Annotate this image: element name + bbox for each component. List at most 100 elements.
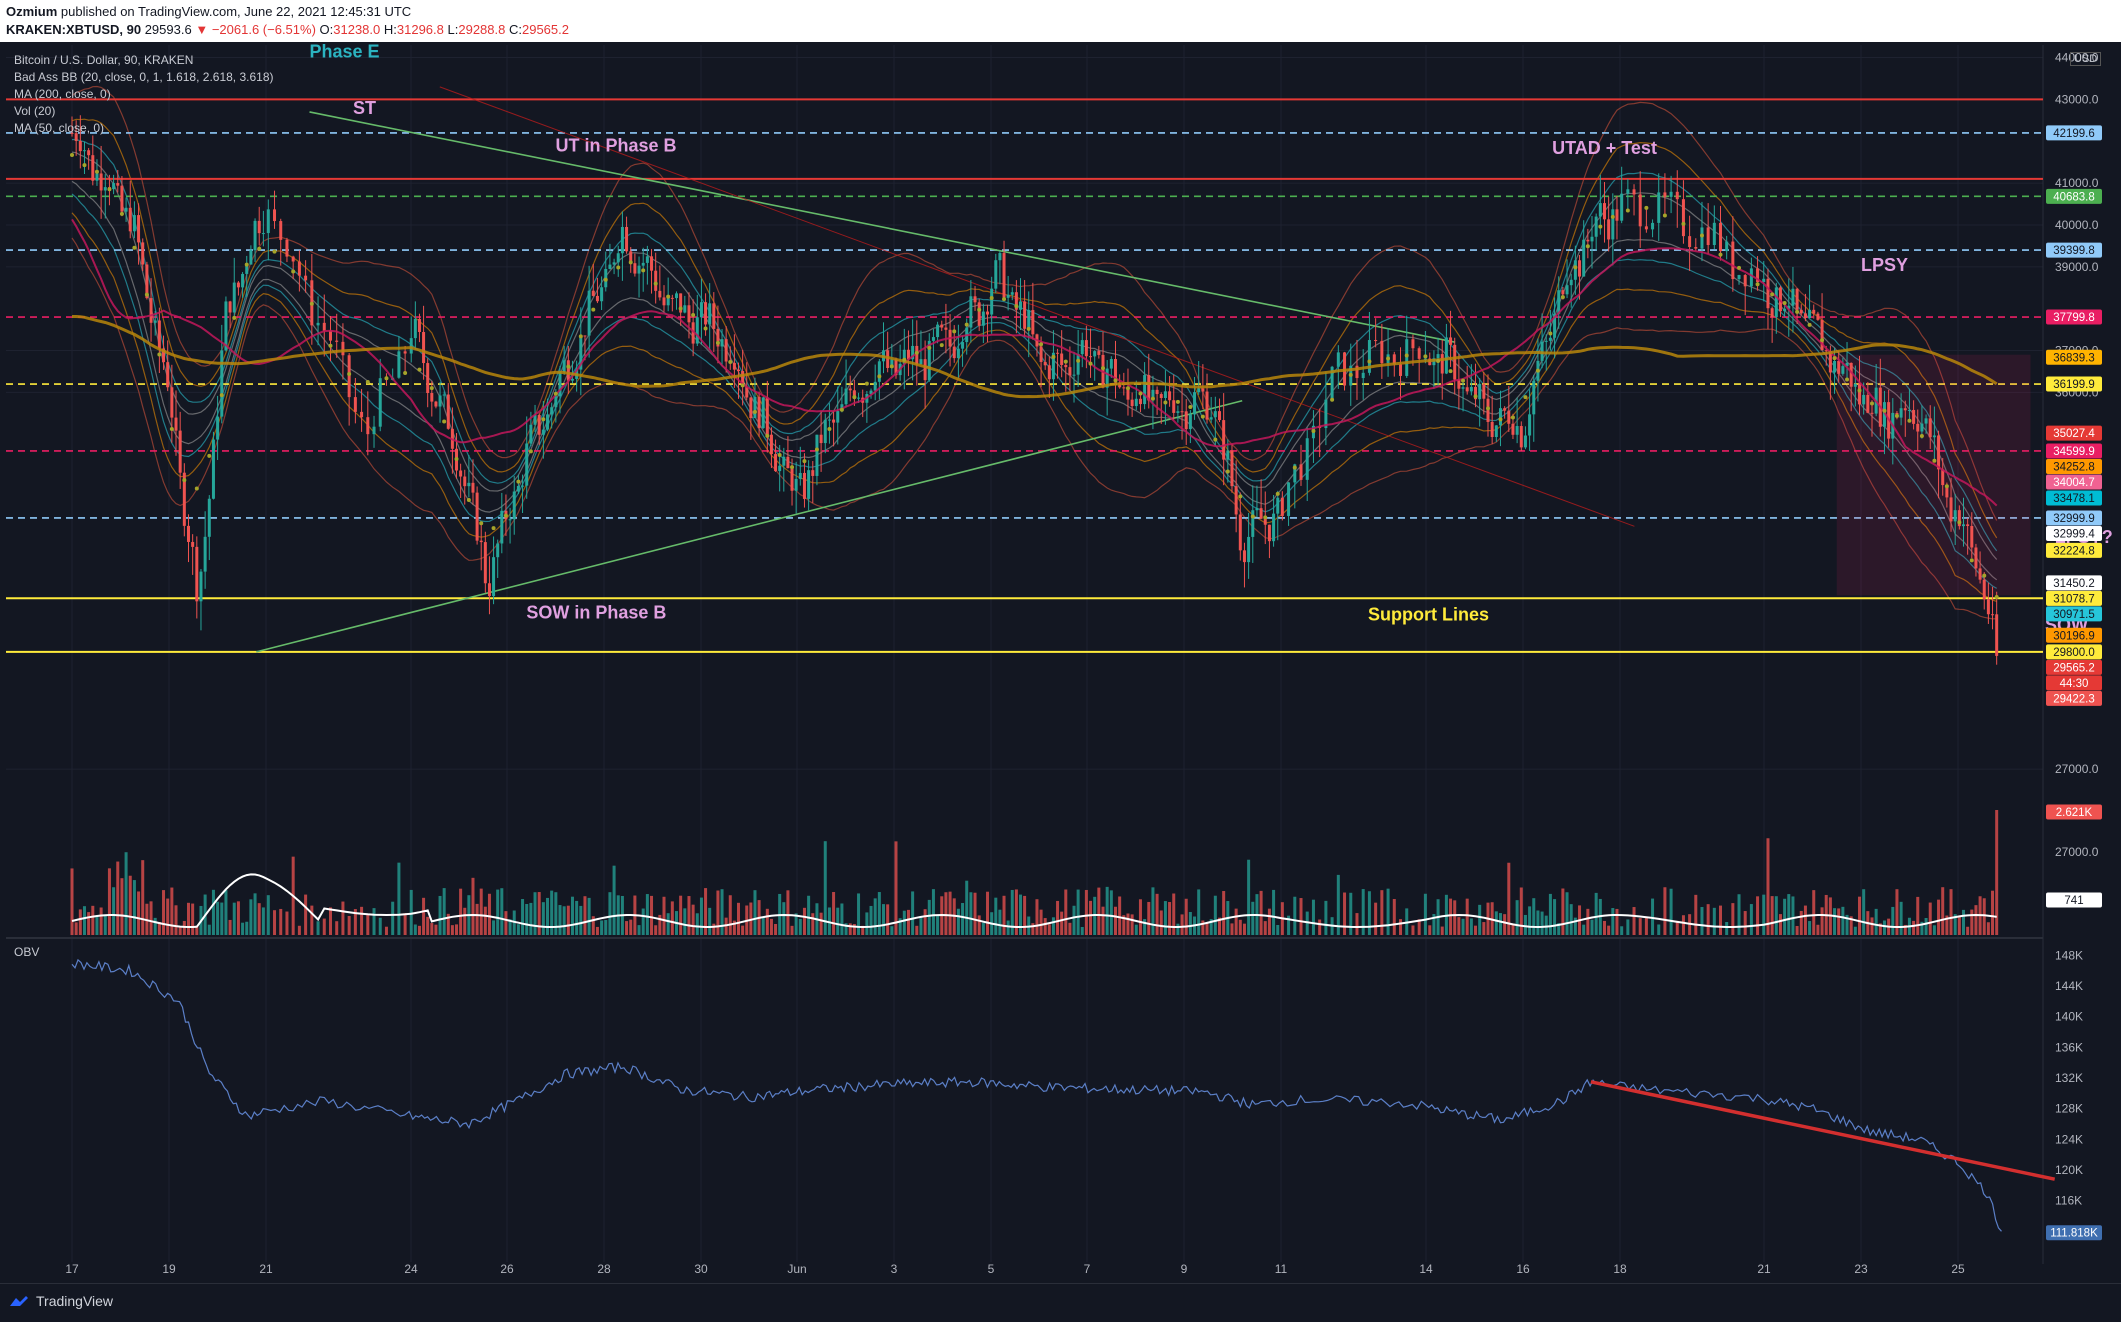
volume-bar xyxy=(1003,896,1006,935)
candle xyxy=(1800,310,1803,314)
sar-dot xyxy=(977,308,981,312)
volume-bar xyxy=(1474,926,1477,935)
candle xyxy=(426,363,429,393)
sar-dot xyxy=(328,344,332,348)
chart-grid xyxy=(0,42,2121,1283)
sar-dot xyxy=(310,302,314,306)
candle xyxy=(638,266,641,274)
volume-bar xyxy=(1682,915,1685,935)
sar-dot xyxy=(82,163,86,167)
candle xyxy=(944,328,947,330)
candle xyxy=(1023,301,1026,328)
candle xyxy=(654,271,657,291)
candle xyxy=(1449,337,1452,344)
volume-bar xyxy=(1276,925,1279,935)
volume-bar xyxy=(571,897,574,935)
volume-bar xyxy=(1110,890,1113,935)
sar-dot xyxy=(728,360,732,364)
volume-bar xyxy=(279,909,282,935)
author-name[interactable]: Ozmium xyxy=(6,4,57,19)
currency-label[interactable]: USD xyxy=(2070,52,2101,66)
candle xyxy=(258,221,261,233)
volume-bar xyxy=(1812,890,1815,935)
sar-dot xyxy=(442,420,446,424)
volume-bar xyxy=(1176,924,1179,935)
volume-bar xyxy=(538,892,541,935)
candle xyxy=(712,303,715,329)
candle xyxy=(1954,510,1957,521)
candle xyxy=(1495,425,1498,437)
volume-bar xyxy=(774,924,777,935)
volume-bar xyxy=(1040,910,1043,935)
legend-indicator-bb[interactable]: Bad Ass BB (20, close, 0, 1, 1.618, 2.61… xyxy=(14,69,274,86)
candle xyxy=(554,396,557,407)
legend-indicator-vol[interactable]: Vol (20) xyxy=(14,103,274,120)
candle xyxy=(815,435,818,476)
candle xyxy=(91,155,94,181)
price-tick-label: 40000.0 xyxy=(2055,218,2099,232)
candle xyxy=(1027,310,1030,329)
legend-indicator-ma50[interactable]: MA (50, close, 0) xyxy=(14,120,274,137)
volume-bar xyxy=(721,889,724,935)
volume-bar xyxy=(882,904,885,935)
legend-indicator-ma200[interactable]: MA (200, close, 0) xyxy=(14,86,274,103)
candle xyxy=(940,325,943,328)
volume-bar xyxy=(671,901,674,935)
volume-bar xyxy=(1566,892,1569,935)
candle xyxy=(1582,240,1585,277)
volume-bar xyxy=(484,907,487,935)
close-label: C: xyxy=(509,22,522,37)
obv-legend[interactable]: OBV xyxy=(14,945,39,959)
candle xyxy=(671,298,674,299)
candle xyxy=(443,395,446,396)
candle xyxy=(596,296,599,301)
volume-bar xyxy=(894,841,897,935)
volume-bar xyxy=(451,925,454,935)
sar-dot xyxy=(107,187,111,191)
candle xyxy=(558,372,561,396)
candle xyxy=(1663,192,1666,196)
volume-bar xyxy=(476,904,479,935)
tradingview-logo[interactable]: TradingView xyxy=(8,1293,113,1309)
volume-bar xyxy=(1791,896,1794,935)
volume-bar xyxy=(1854,927,1857,935)
candle xyxy=(1532,381,1535,415)
candle xyxy=(329,331,332,341)
sar-dot xyxy=(232,316,236,320)
volume-bar xyxy=(563,906,566,935)
sar-dot xyxy=(654,282,658,286)
candle xyxy=(737,370,740,371)
volume-bar xyxy=(335,921,338,935)
candle xyxy=(267,209,270,233)
sar-dot xyxy=(927,346,931,350)
candle xyxy=(687,305,690,322)
candle xyxy=(1418,348,1421,359)
volume-bar xyxy=(71,868,74,935)
sar-dot xyxy=(1213,438,1217,442)
sar-dot xyxy=(741,383,745,387)
price-tick-label: 41000.0 xyxy=(2055,176,2099,190)
candle xyxy=(249,250,252,264)
candle xyxy=(1374,340,1377,341)
candle xyxy=(298,261,301,275)
volume-bar xyxy=(1272,890,1275,935)
candle xyxy=(529,425,532,444)
volume-bar xyxy=(982,923,985,935)
volume-bar xyxy=(1670,889,1673,935)
volume-bar xyxy=(1114,907,1117,935)
volume-bar xyxy=(463,908,466,935)
volume-bar xyxy=(583,896,586,935)
volume-bar xyxy=(1106,887,1109,935)
volume-bar xyxy=(1771,896,1774,935)
candle xyxy=(1775,287,1778,317)
sar-dot xyxy=(1367,359,1371,363)
candle xyxy=(1445,337,1448,373)
candle xyxy=(1131,400,1134,406)
volume-bar xyxy=(534,892,537,935)
volume-bar xyxy=(1387,889,1390,935)
candle xyxy=(488,583,491,596)
candle xyxy=(828,420,831,421)
candle xyxy=(133,215,136,231)
sar-dot xyxy=(827,427,831,431)
